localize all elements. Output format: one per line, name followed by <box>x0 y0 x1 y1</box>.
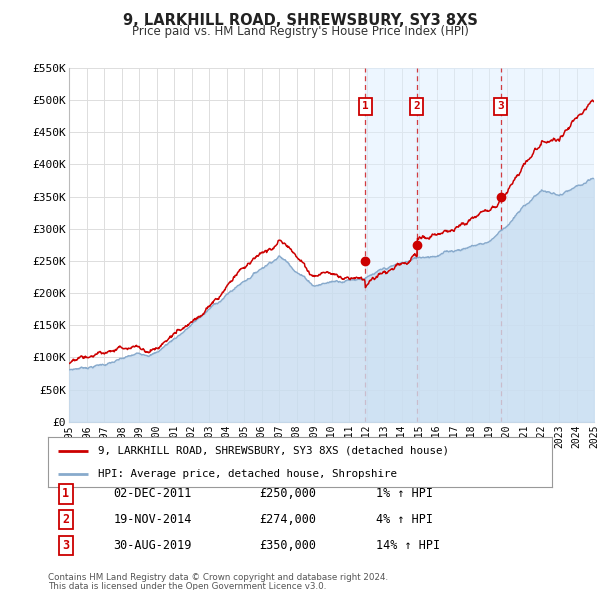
Text: 4% ↑ HPI: 4% ↑ HPI <box>376 513 433 526</box>
Text: 3: 3 <box>62 539 69 552</box>
Bar <box>365 68 417 422</box>
Text: 1: 1 <box>362 101 368 112</box>
Bar <box>500 68 594 422</box>
Text: Contains HM Land Registry data © Crown copyright and database right 2024.: Contains HM Land Registry data © Crown c… <box>48 573 388 582</box>
Text: 14% ↑ HPI: 14% ↑ HPI <box>376 539 440 552</box>
Text: £274,000: £274,000 <box>260 513 317 526</box>
Text: 9, LARKHILL ROAD, SHREWSBURY, SY3 8XS: 9, LARKHILL ROAD, SHREWSBURY, SY3 8XS <box>122 13 478 28</box>
Text: 02-DEC-2011: 02-DEC-2011 <box>113 487 192 500</box>
Text: 9, LARKHILL ROAD, SHREWSBURY, SY3 8XS (detached house): 9, LARKHILL ROAD, SHREWSBURY, SY3 8XS (d… <box>98 445 449 455</box>
Text: £250,000: £250,000 <box>260 487 317 500</box>
Text: 2: 2 <box>413 101 420 112</box>
Text: This data is licensed under the Open Government Licence v3.0.: This data is licensed under the Open Gov… <box>48 582 326 590</box>
Text: 1% ↑ HPI: 1% ↑ HPI <box>376 487 433 500</box>
Bar <box>417 68 500 422</box>
Text: Price paid vs. HM Land Registry's House Price Index (HPI): Price paid vs. HM Land Registry's House … <box>131 25 469 38</box>
Text: 2: 2 <box>62 513 69 526</box>
Text: £350,000: £350,000 <box>260 539 317 552</box>
Text: 1: 1 <box>62 487 69 500</box>
Text: 30-AUG-2019: 30-AUG-2019 <box>113 539 192 552</box>
Text: 19-NOV-2014: 19-NOV-2014 <box>113 513 192 526</box>
Text: 3: 3 <box>497 101 504 112</box>
Text: HPI: Average price, detached house, Shropshire: HPI: Average price, detached house, Shro… <box>98 469 397 479</box>
